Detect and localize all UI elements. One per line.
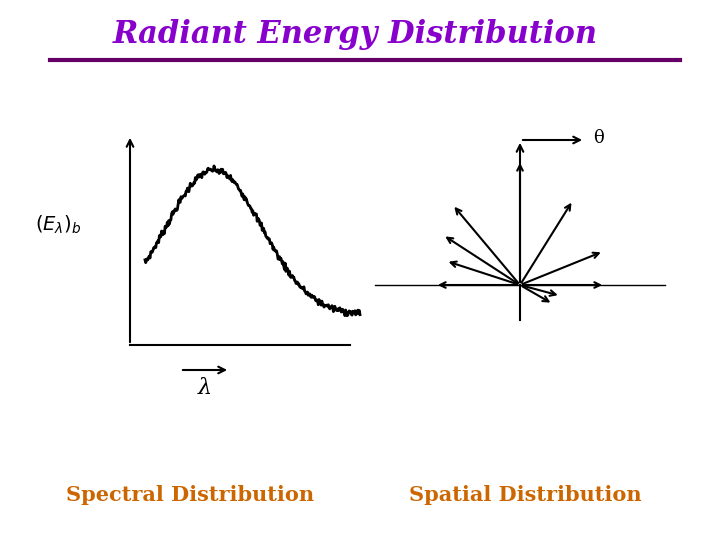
Text: θ: θ [593,129,603,147]
Text: $(E_\lambda)_b$: $(E_\lambda)_b$ [35,214,81,236]
Text: Radiant Energy Distribution: Radiant Energy Distribution [112,19,598,51]
Text: λ: λ [198,377,212,399]
Text: Spatial Distribution: Spatial Distribution [409,485,642,505]
Text: Spectral Distribution: Spectral Distribution [66,485,314,505]
